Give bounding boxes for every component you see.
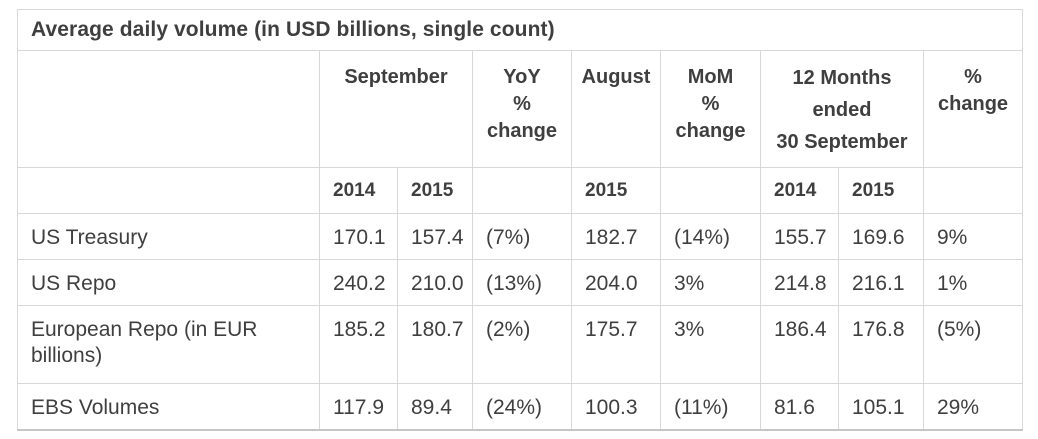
table-row-us-treasury: US Treasury 170.1 157.4 (7%) 182.7 (14%)… bbox=[17, 213, 1024, 260]
average-daily-volume-table: Average daily volume (in USD billions, s… bbox=[16, 9, 1024, 431]
year-header-september-2015: 2015 bbox=[397, 167, 473, 214]
cell-12m-2014: 81.6 bbox=[760, 383, 839, 431]
cell-sep-2015: 180.7 bbox=[397, 305, 473, 384]
cell-sep-2015: 210.0 bbox=[397, 259, 473, 306]
row-label: US Repo bbox=[17, 259, 320, 306]
cell-aug-2015: 175.7 bbox=[571, 305, 661, 384]
cell-12m-2015: 105.1 bbox=[838, 383, 924, 431]
row-label: European Repo (in EUR billions) bbox=[17, 305, 320, 384]
row-label-header-empty bbox=[17, 167, 320, 214]
cell-mom-change: (11%) bbox=[660, 383, 761, 431]
cell-12m-change: 29% bbox=[922, 383, 1024, 431]
table-row-european-repo: European Repo (in EUR billions) 185.2 18… bbox=[17, 305, 1024, 384]
cell-yoy-change: (7%) bbox=[472, 213, 572, 260]
table-row-ebs-volumes: EBS Volumes 117.9 89.4 (24%) 100.3 (11%)… bbox=[17, 383, 1024, 431]
cell-sep-2015: 157.4 bbox=[397, 213, 473, 260]
cell-mom-change: (14%) bbox=[660, 213, 761, 260]
year-header-september-2014: 2014 bbox=[319, 167, 398, 214]
cell-12m-2014: 214.8 bbox=[760, 259, 839, 306]
column-header-pct-change: % change bbox=[922, 50, 1024, 168]
year-header-12m-2014: 2014 bbox=[760, 167, 839, 214]
cell-sep-2015: 89.4 bbox=[397, 383, 473, 431]
cell-mom-change: 3% bbox=[660, 259, 761, 306]
cell-sep-2014: 170.1 bbox=[319, 213, 398, 260]
row-label-header-empty bbox=[17, 50, 320, 168]
table-row-us-repo: US Repo 240.2 210.0 (13%) 204.0 3% 214.8… bbox=[17, 259, 1024, 306]
cell-mom-change: 3% bbox=[660, 305, 761, 384]
cell-12m-change: 9% bbox=[922, 213, 1024, 260]
cell-12m-change: (5%) bbox=[922, 305, 1024, 384]
cell-aug-2015: 182.7 bbox=[571, 213, 661, 260]
row-label: US Treasury bbox=[17, 213, 320, 260]
cell-sep-2014: 117.9 bbox=[319, 383, 398, 431]
cell-12m-2014: 186.4 bbox=[760, 305, 839, 384]
cell-yoy-change: (2%) bbox=[472, 305, 572, 384]
row-label: EBS Volumes bbox=[17, 383, 320, 431]
cell-aug-2015: 204.0 bbox=[571, 259, 661, 306]
cell-sep-2014: 240.2 bbox=[319, 259, 398, 306]
table-title: Average daily volume (in USD billions, s… bbox=[16, 9, 1024, 51]
cell-sep-2014: 185.2 bbox=[319, 305, 398, 384]
year-subheader-row: 2014 2015 2015 2014 2015 bbox=[17, 167, 1024, 214]
cell-12m-2014: 155.7 bbox=[760, 213, 839, 260]
column-header-august: August bbox=[571, 50, 661, 168]
column-header-12-months-ended-30-september: 12 Months ended 30 September bbox=[760, 50, 924, 168]
table-title-row: Average daily volume (in USD billions, s… bbox=[16, 9, 1024, 51]
year-header-12m-2015: 2015 bbox=[838, 167, 924, 214]
cell-yoy-change: (13%) bbox=[472, 259, 572, 306]
year-header-empty bbox=[922, 167, 1024, 214]
year-header-august-2015: 2015 bbox=[571, 167, 661, 214]
cell-aug-2015: 100.3 bbox=[571, 383, 661, 431]
cell-12m-change: 1% bbox=[922, 259, 1024, 306]
cell-12m-2015: 169.6 bbox=[838, 213, 924, 260]
cell-yoy-change: (24%) bbox=[472, 383, 572, 431]
cell-12m-2015: 176.8 bbox=[838, 305, 924, 384]
column-group-header-row: September YoY % change August MoM % chan… bbox=[17, 50, 1024, 168]
column-header-september: September bbox=[319, 50, 473, 168]
column-header-yoy-pct-change: YoY % change bbox=[472, 50, 572, 168]
year-header-empty bbox=[660, 167, 761, 214]
header-text: September bbox=[344, 66, 448, 88]
cell-12m-2015: 216.1 bbox=[838, 259, 924, 306]
column-header-mom-pct-change: MoM % change bbox=[660, 50, 761, 168]
year-header-empty bbox=[472, 167, 572, 214]
